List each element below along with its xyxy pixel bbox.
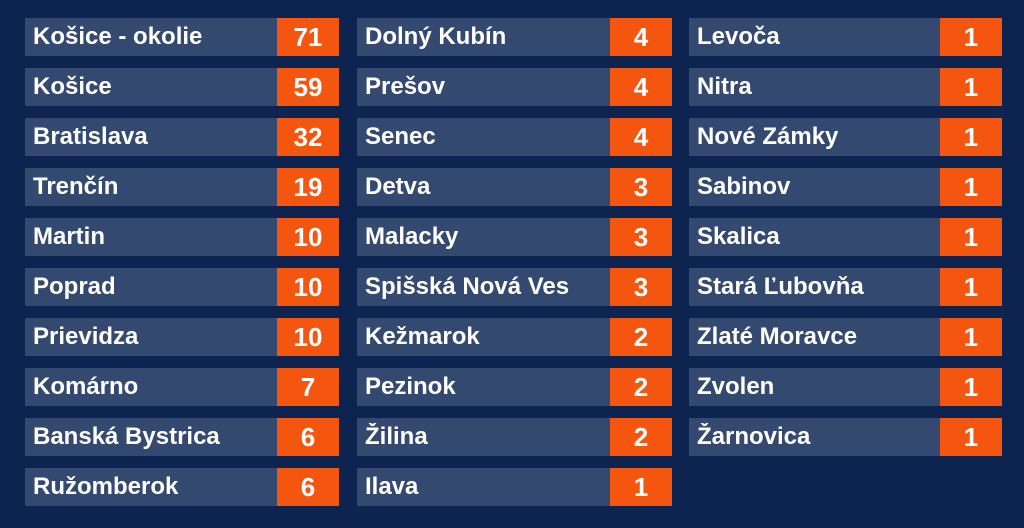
district-count: 10 bbox=[277, 218, 339, 256]
district-name: Sabinov bbox=[697, 173, 791, 200]
district-row: Sabinov 1 bbox=[689, 168, 1002, 206]
district-row: Ilava 1 bbox=[357, 468, 672, 506]
district-row: Bratislava 32 bbox=[25, 118, 339, 156]
district-count: 6 bbox=[277, 418, 339, 456]
district-count: 10 bbox=[277, 268, 339, 306]
district-row: Stará Ľubovňa 1 bbox=[689, 268, 1002, 306]
district-count: 6 bbox=[277, 468, 339, 506]
district-name: Bratislava bbox=[33, 123, 148, 150]
district-name: Detva bbox=[365, 173, 431, 200]
district-name: Nitra bbox=[697, 73, 752, 100]
district-count: 7 bbox=[277, 368, 339, 406]
column-2: Dolný Kubín 4 Prešov 4 Senec 4 Detva 3 Malacky 3 S… bbox=[357, 18, 672, 518]
district-row: Pezinok 2 bbox=[357, 368, 672, 406]
district-name: Kežmarok bbox=[365, 323, 480, 350]
district-name: Martin bbox=[33, 223, 105, 250]
district-name: Levoča bbox=[697, 23, 780, 50]
district-row: Nitra 1 bbox=[689, 68, 1002, 106]
district-count: 2 bbox=[610, 418, 672, 456]
district-row: Komárno 7 bbox=[25, 368, 339, 406]
district-count: 2 bbox=[610, 318, 672, 356]
district-count: 1 bbox=[940, 68, 1002, 106]
district-count: 1 bbox=[940, 118, 1002, 156]
district-count: 1 bbox=[940, 318, 1002, 356]
district-row: Spišská Nová Ves 3 bbox=[357, 268, 672, 306]
district-name: Poprad bbox=[33, 273, 116, 300]
district-count: 1 bbox=[940, 18, 1002, 56]
district-name: Prešov bbox=[365, 73, 446, 100]
district-row: Poprad 10 bbox=[25, 268, 339, 306]
column-3: Levoča 1 Nitra 1 Nové Zámky 1 Sabinov 1 Skalica 1… bbox=[689, 18, 1002, 468]
district-name: Skalica bbox=[697, 223, 780, 250]
district-row: Ružomberok 6 bbox=[25, 468, 339, 506]
district-name: Prievidza bbox=[33, 323, 139, 350]
column-1: Košice - okolie 71 Košice 59 Bratislava 32 Tre… bbox=[25, 18, 339, 518]
district-name: Ilava bbox=[365, 473, 419, 500]
district-count: 32 bbox=[277, 118, 339, 156]
district-name: Žarnovica bbox=[697, 423, 811, 450]
district-count: 2 bbox=[610, 368, 672, 406]
district-row: Prešov 4 bbox=[357, 68, 672, 106]
district-name: Zvolen bbox=[697, 373, 775, 400]
district-row: Zlaté Moravce 1 bbox=[689, 318, 1002, 356]
district-count: 1 bbox=[610, 468, 672, 506]
district-row: Zvolen 1 bbox=[689, 368, 1002, 406]
district-name: Komárno bbox=[33, 373, 139, 400]
district-row: Detva 3 bbox=[357, 168, 672, 206]
district-name: Spišská Nová Ves bbox=[365, 273, 570, 300]
district-count: 1 bbox=[940, 218, 1002, 256]
district-row: Košice 59 bbox=[25, 68, 339, 106]
district-row: Malacky 3 bbox=[357, 218, 672, 256]
district-name: Ružomberok bbox=[33, 473, 179, 500]
district-count: 1 bbox=[940, 168, 1002, 206]
district-count: 3 bbox=[610, 268, 672, 306]
district-name: Zlaté Moravce bbox=[697, 323, 858, 350]
district-count: 3 bbox=[610, 168, 672, 206]
district-count: 4 bbox=[610, 18, 672, 56]
district-count: 4 bbox=[610, 118, 672, 156]
district-row: Levoča 1 bbox=[689, 18, 1002, 56]
district-name: Košice bbox=[33, 73, 112, 100]
district-name: Dolný Kubín bbox=[365, 23, 507, 50]
district-count: 1 bbox=[940, 368, 1002, 406]
district-name: Žilina bbox=[365, 423, 428, 450]
district-row: Kežmarok 2 bbox=[357, 318, 672, 356]
district-count: 1 bbox=[940, 418, 1002, 456]
district-row: Prievidza 10 bbox=[25, 318, 339, 356]
district-row: Martin 10 bbox=[25, 218, 339, 256]
district-name: Pezinok bbox=[365, 373, 456, 400]
district-name: Košice - okolie bbox=[33, 23, 203, 50]
district-row: Dolný Kubín 4 bbox=[357, 18, 672, 56]
district-row: Nové Zámky 1 bbox=[689, 118, 1002, 156]
district-count: 19 bbox=[277, 168, 339, 206]
district-count: 10 bbox=[277, 318, 339, 356]
district-name: Banská Bystrica bbox=[33, 423, 220, 450]
district-count: 3 bbox=[610, 218, 672, 256]
district-name: Senec bbox=[365, 123, 436, 150]
district-row: Žilina 2 bbox=[357, 418, 672, 456]
district-count: 4 bbox=[610, 68, 672, 106]
district-row: Žarnovica 1 bbox=[689, 418, 1002, 456]
district-row: Senec 4 bbox=[357, 118, 672, 156]
district-count: 71 bbox=[277, 18, 339, 56]
district-row: Banská Bystrica 6 bbox=[25, 418, 339, 456]
district-count: 1 bbox=[940, 268, 1002, 306]
district-count: 59 bbox=[277, 68, 339, 106]
district-row: Skalica 1 bbox=[689, 218, 1002, 256]
district-name: Nové Zámky bbox=[697, 123, 839, 150]
district-row: Košice - okolie 71 bbox=[25, 18, 339, 56]
district-name: Stará Ľubovňa bbox=[697, 273, 864, 300]
district-row: Trenčín 19 bbox=[25, 168, 339, 206]
district-name: Malacky bbox=[365, 223, 459, 250]
district-name: Trenčín bbox=[33, 173, 119, 200]
